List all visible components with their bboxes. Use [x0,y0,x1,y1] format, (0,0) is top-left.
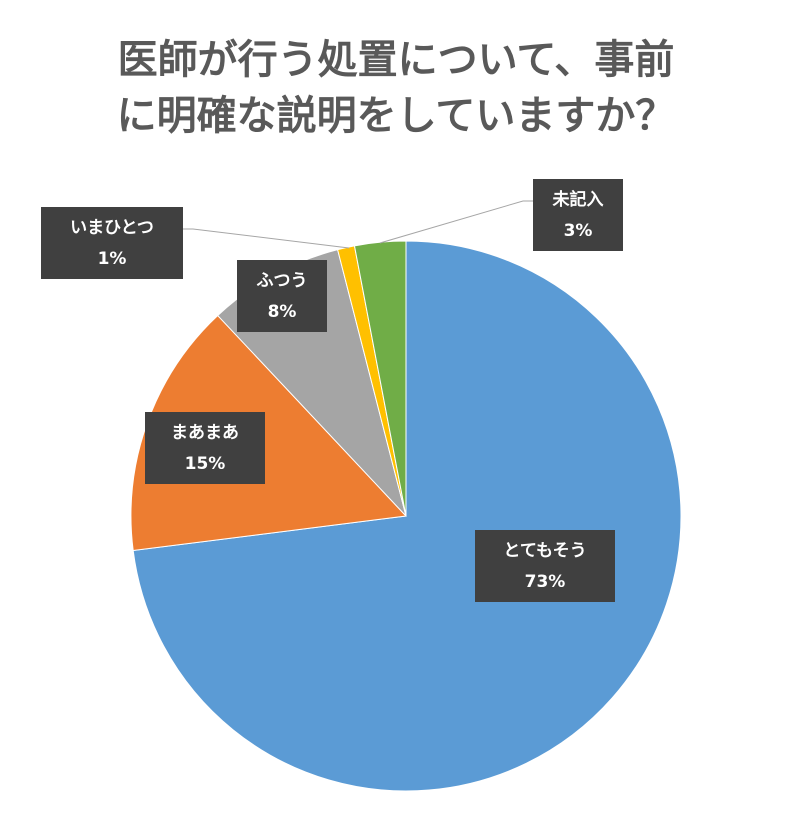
label-name: 未記入 [552,189,604,210]
label-name: いまひとつ [70,218,154,238]
label-box [237,260,327,332]
label-value: 15% [185,454,226,474]
chart-title: 医師が行う処置について、事前に明確な説明をしていますか？ [116,37,676,139]
label-name: ふつう [257,271,308,291]
label-value: 1% [98,249,127,269]
label-value: 73% [525,572,566,592]
label-box [145,412,265,484]
label-box [41,207,183,279]
label-name: まあまあ [171,423,239,443]
label-value: 8% [268,302,297,322]
label-name: とてもそう [503,541,586,561]
label-value: 3% [564,221,593,241]
pie-slice [132,240,682,792]
leader-line [379,200,533,244]
label-box [475,530,615,602]
leader-line [183,228,350,249]
label-box [533,179,623,251]
pie-slice [353,240,407,517]
